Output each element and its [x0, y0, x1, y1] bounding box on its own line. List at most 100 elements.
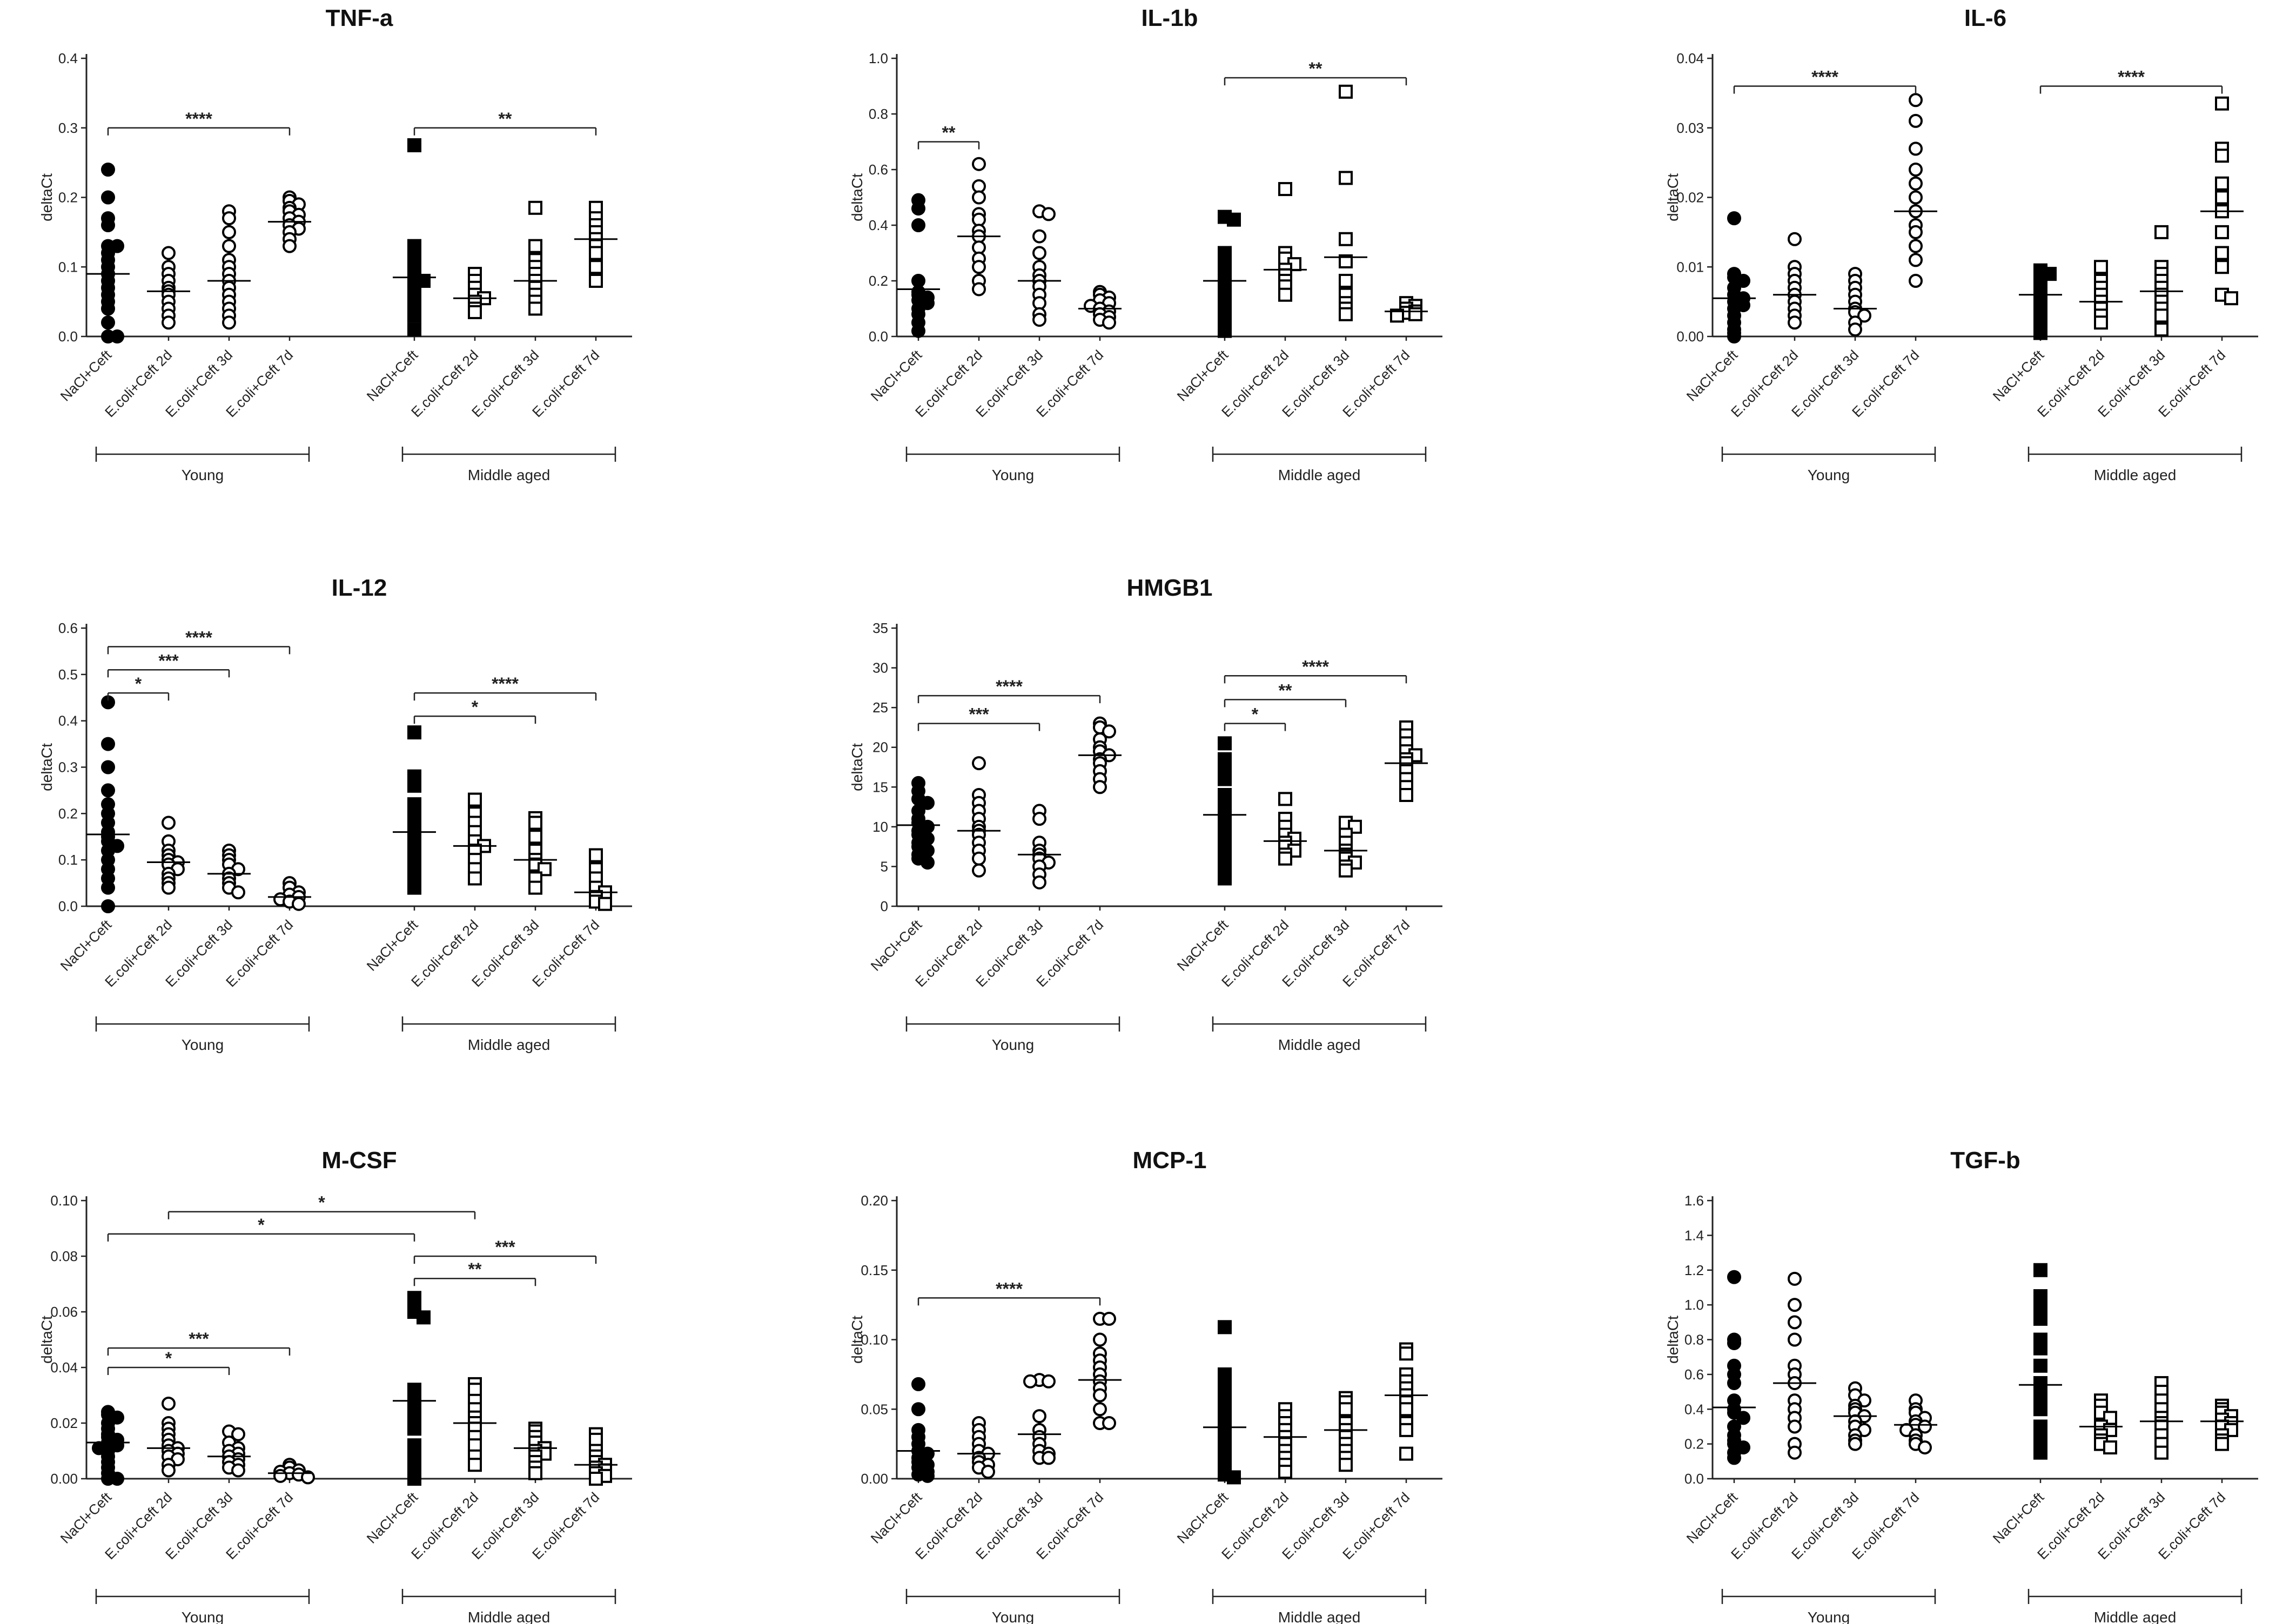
- data-point: [1727, 1336, 1741, 1350]
- y-tick-label: 0.04: [1676, 50, 1704, 66]
- data-point: [1278, 1465, 1292, 1479]
- data-point: [1339, 84, 1353, 99]
- data-point: [589, 246, 603, 260]
- category-label: NaCl+Ceft: [57, 916, 115, 974]
- group-label: Young: [182, 1036, 224, 1053]
- significance-label: ****: [492, 674, 519, 693]
- data-point: [921, 855, 935, 870]
- chart-title: IL-1b: [1141, 5, 1198, 31]
- data-point: [407, 880, 421, 895]
- data-point: [1727, 211, 1741, 226]
- y-axis-label: deltaCt: [38, 743, 55, 791]
- y-tick-label: 0.4: [869, 217, 888, 233]
- data-point: [2215, 260, 2229, 274]
- category-label: NaCl+Ceft: [1174, 916, 1232, 974]
- data-point: [972, 282, 986, 297]
- data-point: [528, 880, 542, 895]
- significance-label: **: [1279, 680, 1292, 700]
- data-point: [1727, 329, 1741, 343]
- data-point: [1909, 113, 1923, 128]
- data-point: [2033, 1402, 2047, 1417]
- data-point: [911, 201, 925, 216]
- y-tick-label: 0.05: [861, 1401, 888, 1417]
- data-point: [1848, 322, 1862, 337]
- data-point: [1909, 176, 1923, 191]
- category-label: NaCl+Ceft: [868, 346, 925, 404]
- data-point: [162, 315, 176, 330]
- category-label: NaCl+Ceft: [1683, 1488, 1741, 1546]
- y-axis-label: deltaCt: [38, 1316, 55, 1364]
- y-tick-label: 0.0: [58, 328, 78, 345]
- data-point: [911, 324, 925, 338]
- data-point: [2033, 1311, 2047, 1326]
- group-label: Young: [182, 1609, 224, 1624]
- chart-panel: IL-12 0.0 0.1 0.2 0.3 0.4 0.5 0.6 deltaCt NaCl+Ce…: [38, 575, 632, 1053]
- significance-label: *: [258, 1215, 265, 1235]
- group-label: Middle aged: [468, 1609, 550, 1624]
- data-point: [1032, 1409, 1046, 1424]
- data-point: [1788, 1315, 1802, 1330]
- significance-label: ***: [969, 705, 989, 724]
- y-tick-label: 30: [872, 660, 888, 676]
- y-axis-label: deltaCt: [849, 173, 865, 221]
- y-tick-label: 0.00: [861, 1471, 888, 1487]
- significance-label: ****: [2118, 68, 2145, 87]
- data-point: [231, 885, 245, 900]
- data-point: [2215, 246, 2229, 260]
- data-point: [1032, 229, 1046, 244]
- y-tick-label: 0.02: [50, 1415, 78, 1431]
- data-point: [110, 1472, 124, 1486]
- data-point: [1218, 324, 1232, 338]
- data-point: [2215, 225, 2229, 239]
- data-point: [2094, 260, 2108, 274]
- y-tick-label: 0.1: [58, 852, 78, 868]
- data-point: [1032, 875, 1046, 890]
- data-point: [528, 200, 542, 215]
- data-point: [972, 863, 986, 878]
- data-point: [1339, 232, 1353, 246]
- data-point: [1218, 871, 1232, 886]
- data-point: [1857, 308, 1871, 323]
- data-point: [2033, 1263, 2047, 1277]
- y-tick-label: 0.4: [1684, 1401, 1704, 1417]
- data-point: [1218, 1388, 1232, 1403]
- data-point: [1339, 307, 1353, 321]
- data-point: [292, 897, 306, 911]
- data-point: [162, 816, 176, 830]
- significance-label: *: [1252, 705, 1259, 724]
- data-point: [1218, 760, 1232, 774]
- y-tick-label: 0.4: [58, 50, 78, 66]
- data-point: [1788, 1445, 1802, 1460]
- chart-panel: IL-1b0.00.20.40.60.81.0deltaCtNaCl+CeftE…: [849, 5, 1442, 483]
- data-point: [1023, 1374, 1037, 1389]
- data-point: [528, 1466, 542, 1480]
- data-point: [1788, 1271, 1802, 1286]
- category-label: NaCl+Ceft: [868, 916, 925, 974]
- y-tick-label: 1.4: [1684, 1227, 1704, 1243]
- data-point: [1788, 1419, 1802, 1434]
- y-tick-label: 0.8: [869, 106, 888, 122]
- chart-title: HMGB1: [1127, 575, 1213, 601]
- data-point: [1218, 1402, 1232, 1417]
- data-point: [101, 315, 115, 330]
- data-point: [1408, 307, 1422, 321]
- data-point: [101, 760, 115, 774]
- data-point: [222, 239, 236, 253]
- data-point: [2154, 1445, 2168, 1460]
- chart-panel: IL-6 0.00 0.01 0.02 0.03 0.04 deltaCt NaCl+Ceft…: [1664, 5, 2258, 483]
- data-point: [1788, 315, 1802, 330]
- group-label: Young: [1808, 467, 1850, 483]
- group-label: Middle aged: [2094, 1609, 2177, 1624]
- chart-title: IL-6: [1964, 5, 2006, 31]
- data-point: [911, 218, 925, 232]
- chart-title: MCP-1: [1133, 1147, 1207, 1174]
- category-label: NaCl+Ceft: [57, 346, 115, 404]
- data-point: [407, 1421, 421, 1436]
- data-point: [2094, 315, 2108, 330]
- data-point: [2033, 326, 2047, 340]
- data-point: [162, 1396, 176, 1411]
- y-tick-label: 0.2: [1684, 1436, 1704, 1452]
- data-point: [921, 796, 935, 810]
- data-point: [162, 1463, 176, 1478]
